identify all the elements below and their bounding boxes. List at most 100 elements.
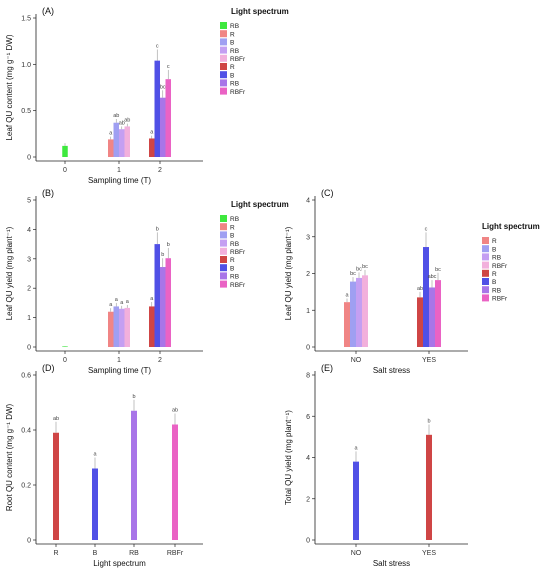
legend-entry-label: B xyxy=(230,265,234,272)
y-tick-label: 0.5 xyxy=(21,108,31,115)
significance-label: ab xyxy=(124,118,130,124)
legend-swatch xyxy=(482,286,489,294)
x-tick-label: 2 xyxy=(158,357,162,364)
significance-label: b xyxy=(156,226,159,232)
legend-entry-label: B xyxy=(230,233,234,240)
legend-swatch xyxy=(220,54,227,62)
legend-entry-label: RB xyxy=(230,241,239,248)
bar xyxy=(172,424,178,540)
legend-entry-label: B xyxy=(492,246,496,253)
x-axis-title: Sampling time (T) xyxy=(88,366,151,375)
legend-title: Light spectrum xyxy=(482,222,540,231)
legend-swatch xyxy=(220,272,227,280)
x-tick-label: R xyxy=(53,550,58,557)
legend-entry-label: R xyxy=(492,238,497,245)
bar xyxy=(353,461,359,540)
legend-swatch xyxy=(482,245,489,253)
legend-entry-label: RBFr xyxy=(230,89,246,96)
legend-swatch xyxy=(482,278,489,285)
y-tick-label: 1.0 xyxy=(21,62,31,69)
y-tick-label: 0 xyxy=(306,345,310,352)
legend-entry-label: RBFr xyxy=(492,296,508,303)
legend-swatch xyxy=(220,79,227,87)
legend-swatch xyxy=(220,239,227,247)
legend-swatch xyxy=(220,63,227,70)
x-tick-label: 0 xyxy=(63,357,67,364)
significance-label: a xyxy=(109,131,113,137)
bar xyxy=(429,287,435,347)
legend-swatch xyxy=(482,294,489,302)
x-axis-title: Salt stress xyxy=(373,366,410,375)
bar xyxy=(417,297,423,347)
y-tick-label: 2 xyxy=(306,271,310,278)
x-tick-label: RB xyxy=(129,550,139,557)
y-tick-label: 2 xyxy=(306,496,310,503)
legend-entry-label: RB xyxy=(230,81,239,88)
bar xyxy=(350,281,356,347)
legend-entry-label: RB xyxy=(492,287,501,294)
bar xyxy=(124,307,130,347)
legend-swatch xyxy=(220,264,227,272)
legend-swatch xyxy=(220,30,227,38)
legend-entry-label: R xyxy=(230,224,235,231)
legend-entry-label: B xyxy=(230,40,234,47)
legend-entry-label: B xyxy=(492,279,496,286)
y-tick-label: 4 xyxy=(27,227,31,234)
bar xyxy=(165,79,171,157)
legend-swatch xyxy=(482,237,489,244)
legend-swatch xyxy=(482,269,489,277)
bar xyxy=(92,468,98,540)
legend-swatch xyxy=(220,215,227,222)
bar xyxy=(160,97,166,157)
bar xyxy=(426,434,432,540)
legend-swatch xyxy=(220,223,227,231)
y-tick-label: 0 xyxy=(306,538,310,545)
x-tick-label: RBFr xyxy=(167,550,184,557)
significance-label: a xyxy=(150,296,154,302)
bar xyxy=(113,306,119,347)
legend-swatch xyxy=(220,71,227,79)
legend-title: Light spectrum xyxy=(231,200,289,209)
y-axis-title: Root QU content (mg g⁻¹ DW) xyxy=(5,403,14,511)
y-tick-label: 8 xyxy=(306,373,310,380)
legend-swatch xyxy=(220,87,227,95)
y-tick-label: 3 xyxy=(306,234,310,241)
y-tick-label: 4 xyxy=(306,198,310,205)
significance-label: ab xyxy=(417,286,423,292)
significance-label: a xyxy=(126,299,130,305)
significance-label: ab xyxy=(172,408,178,414)
bar xyxy=(160,267,166,347)
y-axis-title: Leaf QU yield (mg plant⁻¹) xyxy=(5,226,14,320)
legend-entry-label: R xyxy=(230,64,235,71)
legend-swatch xyxy=(482,261,489,269)
y-tick-label: 1 xyxy=(306,308,310,315)
chart-panel-4: (E) 0 2 4 6 8 NO YES Salt stress Total QU yield (… xyxy=(284,363,468,568)
bar xyxy=(62,346,68,348)
legend-swatch xyxy=(220,280,227,288)
legend-entry-label: RBFr xyxy=(230,249,246,256)
y-tick-label: 1.5 xyxy=(21,16,31,23)
legend-entry-label: R xyxy=(230,31,235,38)
significance-label: bc xyxy=(362,264,368,270)
legend-entry-label: RB xyxy=(230,274,239,281)
x-tick-label: NO xyxy=(351,357,362,364)
x-tick-label: YES xyxy=(422,550,436,557)
legend-entry-label: RB xyxy=(230,216,239,223)
significance-label: a xyxy=(109,302,113,308)
significance-label: ab xyxy=(113,113,119,119)
y-tick-label: 2 xyxy=(27,286,31,293)
significance-label: c xyxy=(425,226,428,232)
x-axis-title: Light spectrum xyxy=(93,559,146,568)
significance-label: bc xyxy=(350,271,356,277)
legend-title: Light spectrum xyxy=(231,7,289,16)
legend-swatch xyxy=(220,46,227,54)
chart-panel-0: (A) 0 0.5 1.0 1.5 0 1 2 Sampling time (T) Leaf QU… xyxy=(5,6,289,185)
y-tick-label: 4 xyxy=(306,455,310,462)
y-tick-label: 0.4 xyxy=(21,428,31,435)
legend-swatch xyxy=(220,231,227,239)
x-tick-label: 2 xyxy=(158,167,162,174)
legend-swatch xyxy=(220,22,227,29)
y-tick-label: 6 xyxy=(306,414,310,421)
x-tick-label: 1 xyxy=(117,357,121,364)
